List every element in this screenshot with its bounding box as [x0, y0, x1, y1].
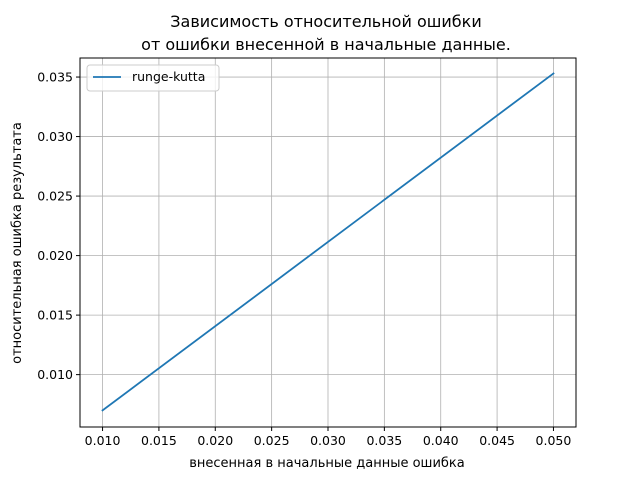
x-tick-label: 0.010 — [85, 433, 121, 448]
y-tick-label: 0.025 — [37, 189, 73, 204]
legend: runge-kutta — [86, 64, 220, 92]
x-tick-label: 0.030 — [310, 433, 346, 448]
y-axis-ticks: 0.010 0.015 0.020 0.025 0.030 0.035 — [37, 70, 80, 382]
y-axis-label: относительная ошибка результата — [10, 122, 25, 364]
grid — [80, 58, 576, 427]
x-tick-label: 0.025 — [254, 433, 290, 448]
x-tick-label: 0.040 — [423, 433, 459, 448]
y-tick-label: 0.010 — [37, 367, 73, 382]
y-tick-label: 0.035 — [37, 70, 73, 85]
legend-label-runge-kutta: runge-kutta — [132, 69, 205, 84]
x-tick-label: 0.035 — [366, 433, 402, 448]
series-line-runge-kutta — [101, 72, 555, 412]
x-tick-label: 0.045 — [479, 433, 515, 448]
x-axis-label: внесенная в начальные данные ошибка — [189, 456, 464, 471]
chart-title-line1: Зависимость относительной ошибки — [170, 12, 481, 31]
y-tick-label: 0.020 — [37, 248, 73, 263]
x-tick-label: 0.020 — [197, 433, 233, 448]
legend-box — [86, 64, 220, 92]
x-axis-ticks: 0.010 0.015 0.020 0.025 0.030 0.035 0.040 0.045… — [85, 427, 572, 448]
series-lines — [101, 72, 555, 412]
x-tick-label: 0.015 — [141, 433, 177, 448]
y-tick-label: 0.030 — [37, 129, 73, 144]
y-tick-label: 0.015 — [37, 308, 73, 323]
x-tick-label: 0.050 — [536, 433, 572, 448]
chart-title-line2: от ошибки внесенной в начальные данные. — [141, 35, 511, 54]
